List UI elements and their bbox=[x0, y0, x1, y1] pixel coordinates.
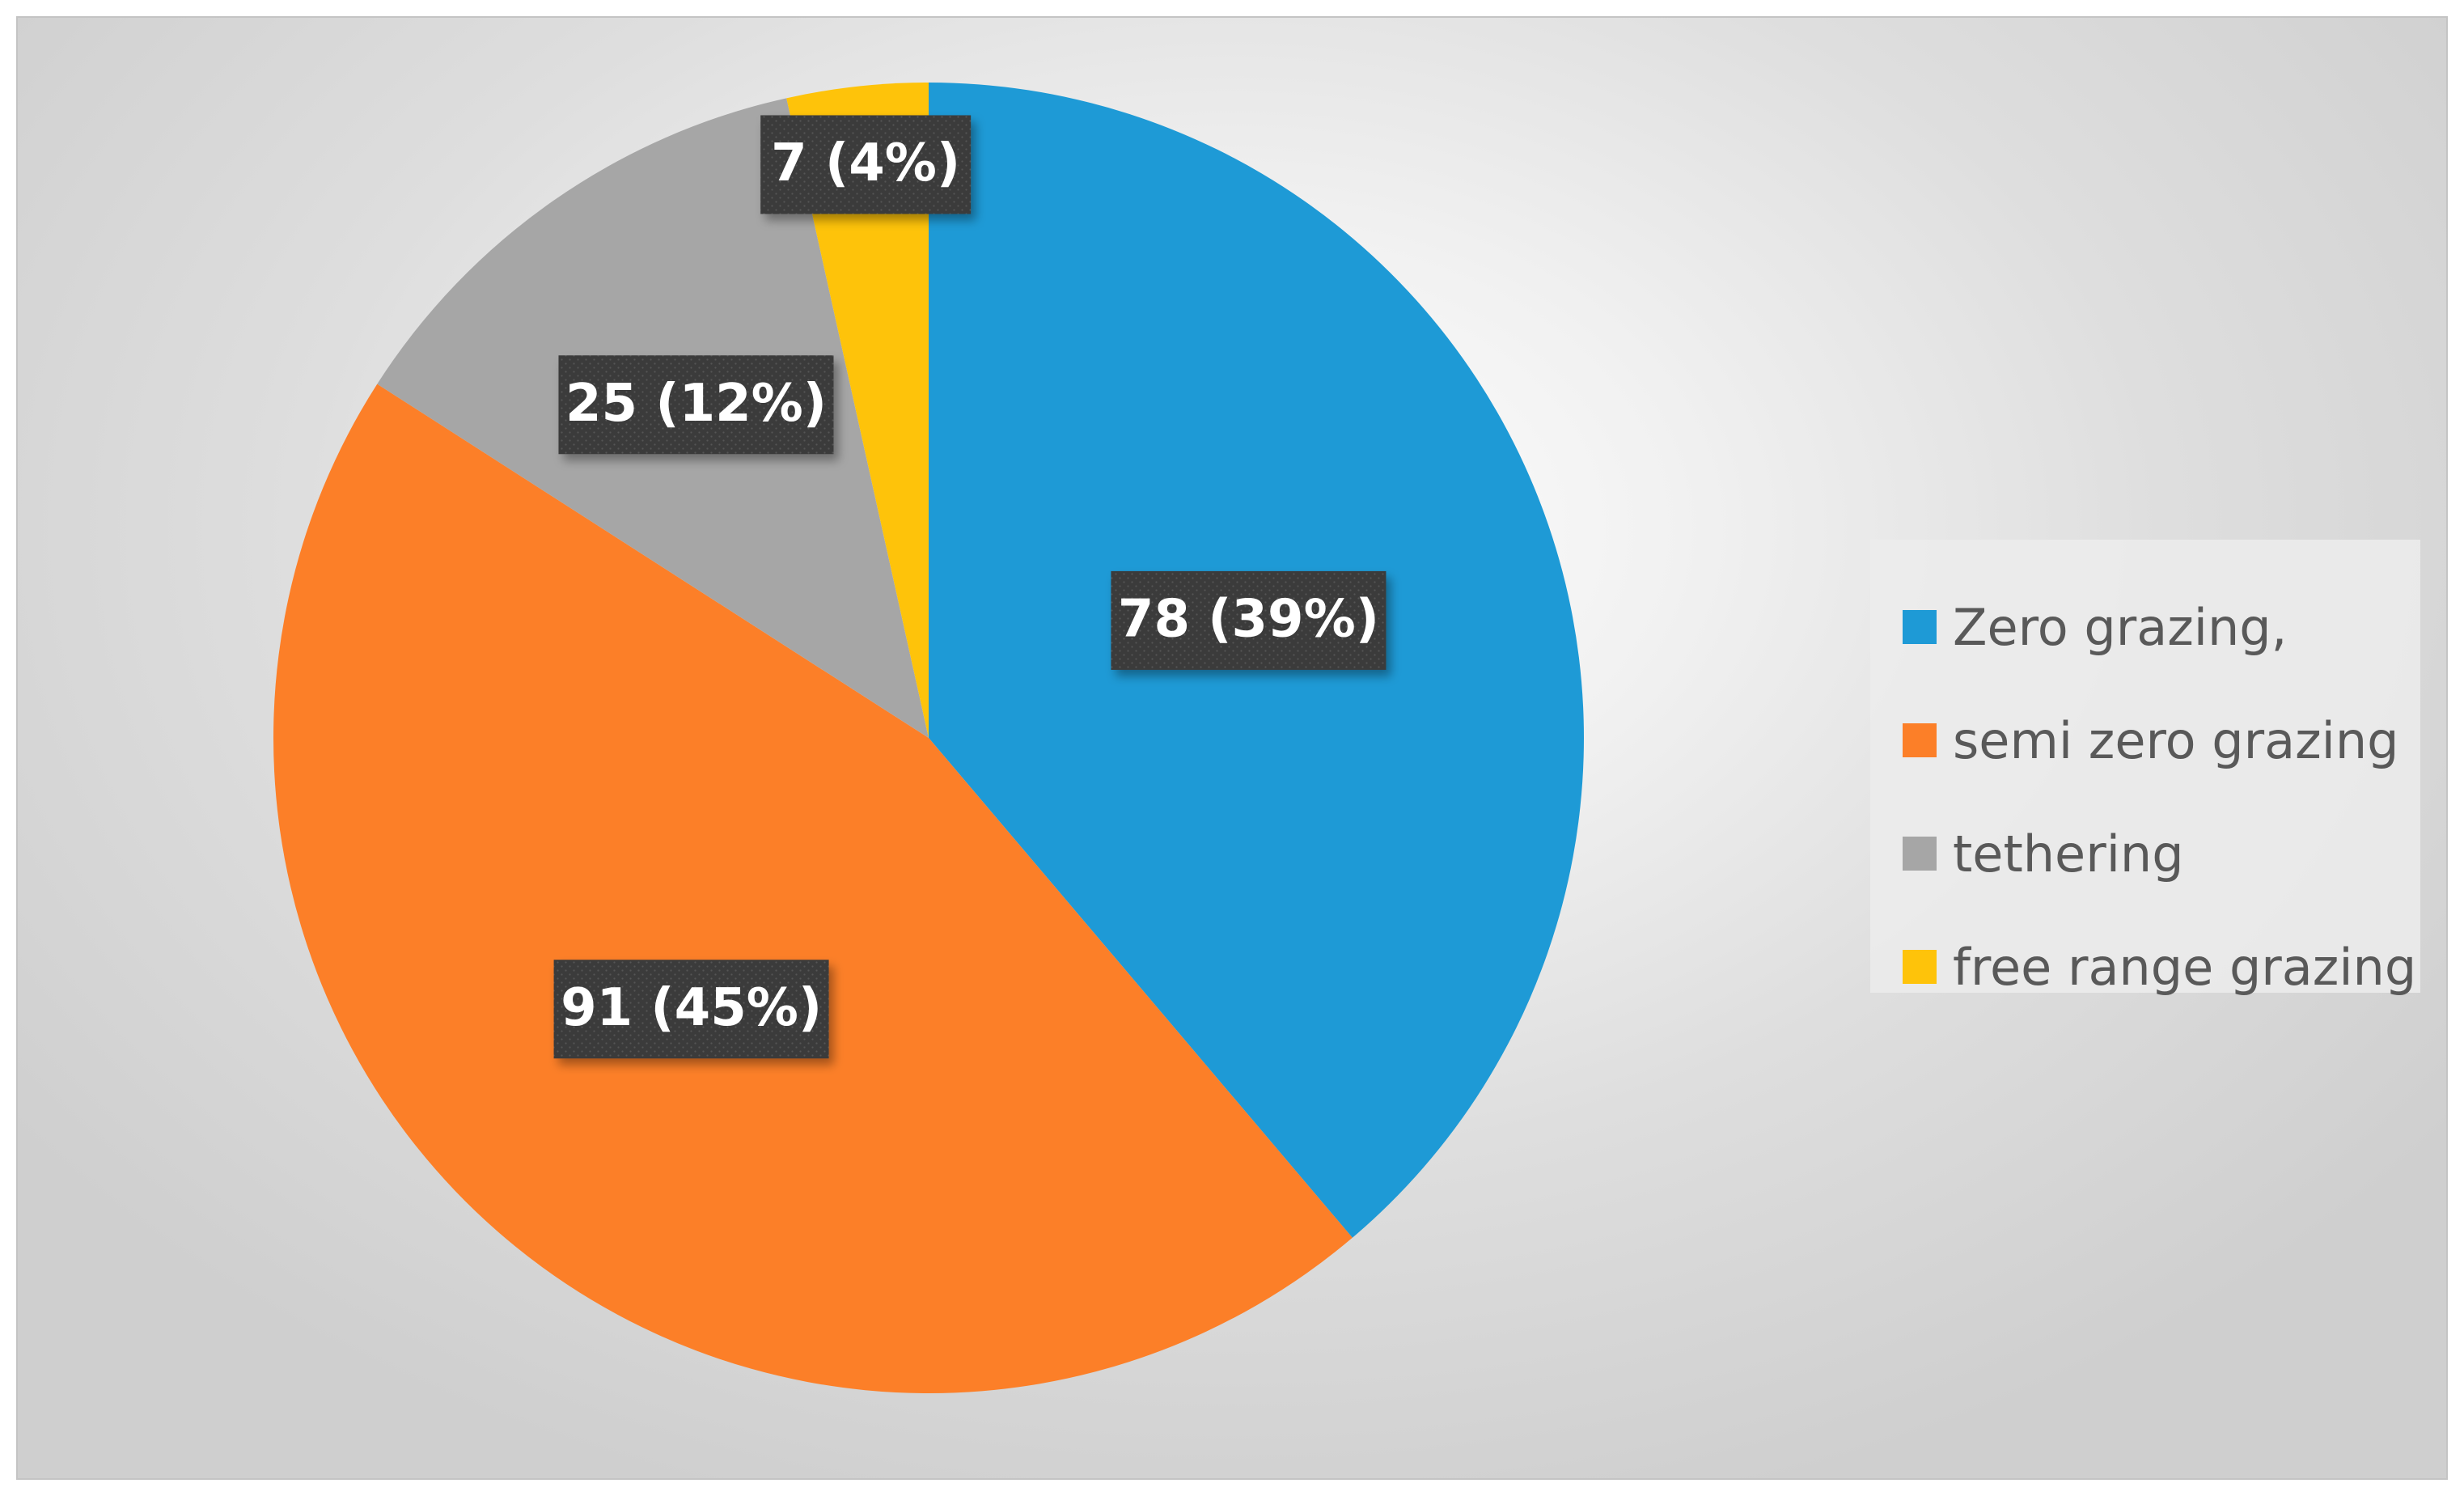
legend-label-free-range-grazing: free range grazing bbox=[1953, 937, 2417, 997]
data-label-box-free-range-grazing bbox=[760, 115, 972, 214]
data-label-text-semi-zero-grazing: 91 (45%) bbox=[561, 978, 822, 1038]
legend-label-zero-grazing: Zero grazing, bbox=[1953, 597, 2288, 657]
legend-label-semi-zero-grazing: semi zero grazing bbox=[1953, 710, 2399, 770]
pie-slice-free-range-grazing bbox=[786, 83, 929, 738]
data-label-text-tethering: 25 (12%) bbox=[565, 374, 827, 434]
legend-item-semi-zero-grazing: semi zero grazing bbox=[1903, 684, 2420, 797]
legend-swatch-tethering bbox=[1903, 837, 1937, 871]
data-label-free-range-grazing: 7 (4%) bbox=[760, 115, 972, 214]
legend-item-zero-grazing: Zero grazing, bbox=[1903, 570, 2420, 684]
legend-swatch-semi-zero-grazing bbox=[1903, 723, 1937, 757]
data-label-zero-grazing: 78 (39%) bbox=[1111, 570, 1387, 670]
chart-legend: Zero grazing, semi zero grazing tetherin… bbox=[1870, 540, 2420, 997]
data-label-box-zero-grazing bbox=[1111, 570, 1387, 670]
data-label-text-zero-grazing: 78 (39%) bbox=[1118, 589, 1379, 649]
pie-slice-semi-zero-grazing bbox=[273, 384, 1353, 1394]
data-label-text-free-range-grazing: 7 (4%) bbox=[771, 133, 960, 193]
data-label-tethering: 25 (12%) bbox=[558, 355, 834, 455]
legend-item-tethering: tethering bbox=[1903, 797, 2420, 910]
data-label-box-tethering bbox=[558, 355, 834, 455]
data-label-semi-zero-grazing: 91 (45%) bbox=[553, 960, 829, 1059]
legend-label-tethering: tethering bbox=[1953, 824, 2184, 884]
legend-swatch-zero-grazing bbox=[1903, 610, 1937, 644]
legend-item-free-range-grazing: free range grazing bbox=[1903, 910, 2420, 1023]
pie-chart: 78 (39%) 91 (45%) 25 (12%) 7 (4%) bbox=[273, 83, 1585, 1394]
data-label-box-semi-zero-grazing bbox=[553, 960, 829, 1059]
legend-swatch-free-range-grazing bbox=[1903, 950, 1937, 984]
chart-area: 78 (39%) 91 (45%) 25 (12%) 7 (4%) Zero graz… bbox=[16, 16, 2448, 1480]
